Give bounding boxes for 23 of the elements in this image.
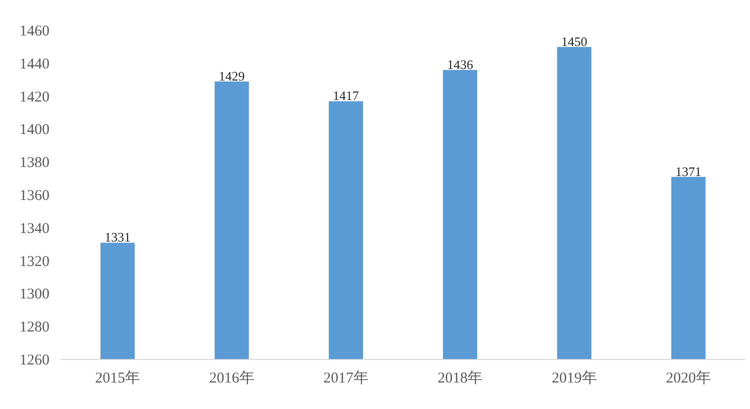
y-tick-label: 1460 <box>20 24 50 40</box>
x-tick-label: 2020年 <box>666 370 711 386</box>
x-tick-label: 2015年 <box>95 370 140 386</box>
y-tick-label: 1360 <box>20 188 50 204</box>
data-label: 1436 <box>447 56 474 72</box>
y-tick-label: 1420 <box>20 89 50 106</box>
x-tick-label: 2016年 <box>209 370 254 386</box>
x-tick-label: 2018年 <box>438 370 483 386</box>
y-tick-label: 1340 <box>20 220 50 237</box>
data-label: 1450 <box>561 34 588 49</box>
data-label: 1371 <box>675 164 702 179</box>
data-label: 1331 <box>104 230 131 245</box>
x-tick-label: 2017年 <box>323 370 368 386</box>
data-label: 1417 <box>332 88 360 104</box>
x-tick-label: 2019年 <box>552 370 597 386</box>
y-tick-label: 1320 <box>20 254 50 270</box>
y-tick-label: 1260 <box>20 352 50 368</box>
y-tick-label: 1300 <box>20 286 50 303</box>
y-tick-label: 1400 <box>20 122 50 138</box>
y-tick-label: 1440 <box>20 56 50 72</box>
data-label: 1429 <box>218 68 245 84</box>
y-tick-label: 1280 <box>20 320 50 336</box>
y-tick-label: 1380 <box>20 155 50 172</box>
